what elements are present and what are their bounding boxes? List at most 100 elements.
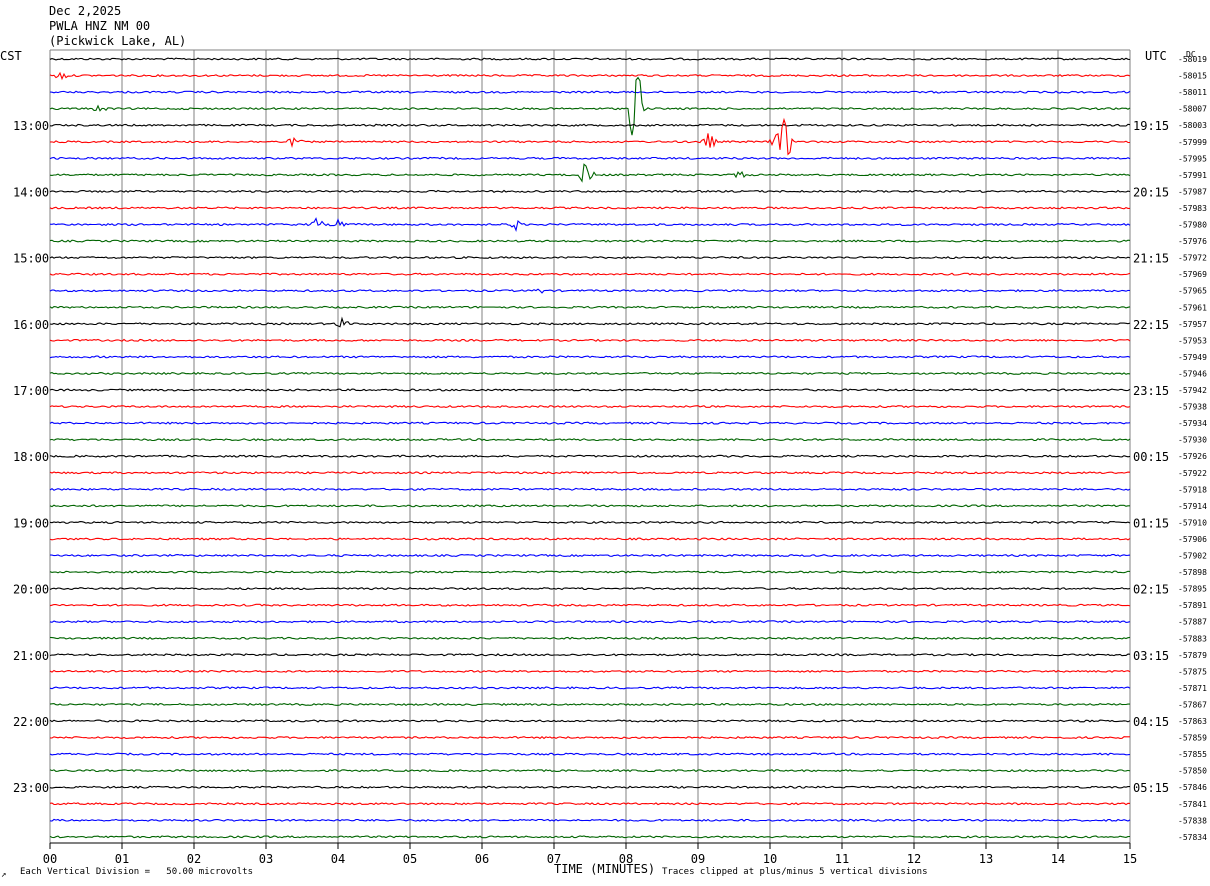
trace-row-15 [49, 305, 1131, 309]
trace-row-32 [49, 587, 1131, 591]
dc-offset-label: -58011 [1178, 88, 1207, 97]
clip-note: Traces clipped at plus/minus 5 vertical … [662, 867, 928, 877]
dc-offset-label: -57914 [1178, 502, 1207, 511]
left-time-label: 13:00 [13, 119, 49, 133]
dc-offset-label: -57946 [1178, 369, 1207, 378]
trace-row-25 [49, 471, 1131, 475]
right-time-label: 20:15 [1133, 185, 1169, 199]
trace-row-36 [49, 653, 1131, 657]
dc-offset-label: -57938 [1178, 403, 1207, 412]
trace-row-40 [49, 719, 1131, 723]
trace-row-19 [49, 371, 1131, 376]
dc-offset-label: -57918 [1178, 485, 1207, 494]
right-time-label: 21:15 [1133, 252, 1169, 266]
trace-row-7 [49, 163, 1131, 183]
trace-row-37 [49, 669, 1131, 673]
dc-offset-label: -57972 [1178, 254, 1207, 263]
x-tick-label: 14 [1051, 852, 1065, 866]
trace-row-8 [49, 189, 1131, 194]
x-tick-label: 11 [835, 852, 849, 866]
trace-row-13 [49, 272, 1131, 276]
left-time-label: 23:00 [13, 781, 49, 795]
dc-offset-label: -57859 [1178, 734, 1207, 743]
x-tick-label: 15 [1123, 852, 1137, 866]
dc-offset-label: -57879 [1178, 651, 1207, 660]
dc-offset-label: -57969 [1178, 270, 1207, 279]
trace-row-16 [49, 316, 1131, 328]
x-tick-label: 13 [979, 852, 993, 866]
left-time-label: 20:00 [13, 583, 49, 597]
header-location: (Pickwick Lake, AL) [49, 34, 187, 48]
right-time-label: 01:15 [1133, 516, 1169, 530]
dc-offset-label: -57838 [1178, 816, 1207, 825]
trace-row-39 [49, 702, 1130, 706]
dc-offset-label: -58015 [1178, 72, 1207, 81]
right-time-label: 19:15 [1133, 119, 1169, 133]
trace-row-44 [49, 785, 1130, 789]
left-time-label: 21:00 [13, 649, 49, 663]
trace-row-24 [49, 454, 1131, 458]
dc-offset-label: -57987 [1178, 187, 1207, 196]
trace-row-30 [49, 553, 1131, 558]
right-time-label: 02:15 [1133, 583, 1169, 597]
trace-row-18 [49, 355, 1131, 359]
trace-row-43 [49, 769, 1131, 773]
trace-row-47 [49, 835, 1131, 839]
trace-row-26 [49, 487, 1131, 491]
dc-offset-label: -57867 [1178, 700, 1207, 709]
trace-row-41 [49, 735, 1130, 740]
dc-offset-label: -57855 [1178, 750, 1207, 759]
trace-row-0 [49, 57, 1131, 61]
dc-offset-label: -57863 [1178, 717, 1207, 726]
x-tick-label: 09 [691, 852, 705, 866]
dc-offset-label: -57895 [1178, 585, 1207, 594]
dc-offset-label: -57922 [1178, 469, 1207, 478]
dc-offset-label: -57926 [1178, 452, 1207, 461]
scale-note: Each Vertical Division = 50.00 microvolt… [20, 867, 253, 877]
header-station: PWLA HNZ NM 00 [49, 19, 151, 33]
trace-row-33 [49, 603, 1131, 607]
dc-offset-label: -57883 [1178, 634, 1207, 643]
x-tick-label: 08 [619, 852, 633, 866]
right-time-label: 23:15 [1133, 384, 1169, 398]
trace-row-22 [49, 421, 1131, 425]
left-time-label: 15:00 [13, 252, 49, 266]
trace-row-12 [49, 256, 1131, 260]
right-time-label: 00:15 [1133, 450, 1169, 464]
x-tick-label: 03 [259, 852, 273, 866]
dc-offset-label: -57906 [1178, 535, 1207, 544]
dc-offset-label: -57930 [1178, 436, 1207, 445]
trace-row-5 [49, 117, 1130, 156]
trace-row-4 [49, 123, 1131, 127]
trace-row-23 [49, 438, 1131, 442]
dc-offset-label: -58003 [1178, 121, 1207, 130]
dc-offset-label: -57949 [1178, 353, 1207, 362]
dc-offset-label: -57910 [1178, 518, 1207, 527]
x-tick-label: 04 [331, 852, 345, 866]
x-tick-label: 07 [547, 852, 561, 866]
grid-lines [49, 49, 1131, 849]
left-time-label: 18:00 [13, 450, 49, 464]
trace-row-45 [49, 802, 1131, 806]
dc-offset-label: -57991 [1178, 171, 1207, 180]
right-time-label: 22:15 [1133, 318, 1169, 332]
dc-offset-label: -57934 [1178, 419, 1207, 428]
trace-row-11 [49, 239, 1131, 243]
trace-row-3 [49, 76, 1131, 136]
trace-row-46 [49, 818, 1131, 822]
corner-mark: ↗ [1, 870, 7, 880]
dc-offset-label: -57961 [1178, 303, 1207, 312]
trace-row-28 [49, 520, 1131, 524]
dc-offset-label: -57834 [1178, 833, 1207, 842]
axis-labels: CST UTC DC 00 01 02 03 04 05 06 07 08 09 10 11 12 13 1… [0, 49, 1207, 866]
dc-offset-label: -57995 [1178, 154, 1207, 163]
dc-offset-label: -57875 [1178, 667, 1207, 676]
trace-row-20 [49, 388, 1131, 392]
trace-row-9 [49, 206, 1130, 210]
trace-row-42 [49, 752, 1131, 756]
dc-label: DC [1186, 50, 1196, 59]
x-tick-label: 01 [115, 852, 129, 866]
right-time-label: 05:15 [1133, 781, 1169, 795]
x-axis-title: TIME (MINUTES) [554, 862, 656, 876]
left-time-label: 19:00 [13, 516, 49, 530]
